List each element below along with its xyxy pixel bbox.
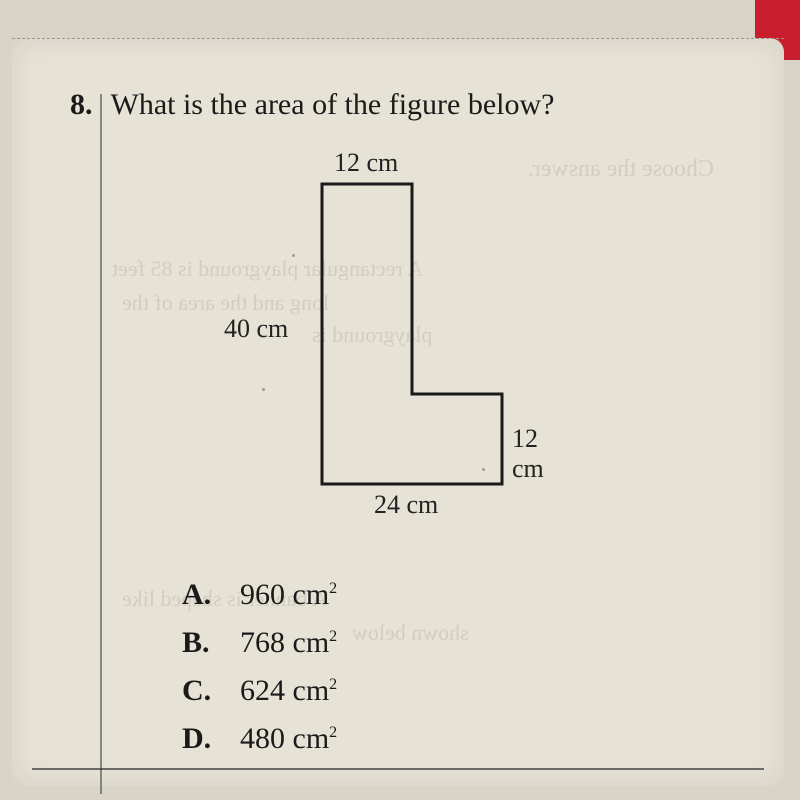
bottom-divider <box>32 768 764 770</box>
question-number: 8. <box>70 88 93 122</box>
dim-top: 12 cm <box>334 148 398 178</box>
answer-value: 480 cm2 <box>240 722 337 756</box>
top-divider <box>12 38 784 39</box>
answer-choice: D. 480 cm2 <box>182 722 337 756</box>
answer-choice: A. 960 cm2 <box>182 578 337 612</box>
l-shape-figure: 12 cm 40 cm 12 cm 24 cm <box>312 184 572 504</box>
question-margin-rule <box>100 94 102 794</box>
dim-right: 12 cm <box>512 424 572 484</box>
answer-letter: B. <box>182 626 218 660</box>
bleed-text: long and the area of the <box>122 290 329 316</box>
print-speck <box>262 388 265 391</box>
answer-choice: B. 768 cm2 <box>182 626 337 660</box>
question-text: What is the area of the figure below? <box>111 88 555 122</box>
l-shape-path <box>322 184 502 484</box>
answer-value: 960 cm2 <box>240 578 337 612</box>
dim-left: 40 cm <box>224 314 288 344</box>
print-speck <box>292 254 295 257</box>
answer-choice: C. 624 cm2 <box>182 674 337 708</box>
answer-value: 768 cm2 <box>240 626 337 660</box>
dim-bottom: 24 cm <box>374 490 438 520</box>
bleed-text: Choose the answer. <box>528 156 714 183</box>
answer-letter: D. <box>182 722 218 756</box>
answer-choices: A. 960 cm2 B. 768 cm2 C. 624 cm2 D. 480 … <box>182 578 337 770</box>
answer-value: 624 cm2 <box>240 674 337 708</box>
bleed-text: shown below <box>352 620 469 646</box>
question: 8. What is the area of the figure below? <box>70 88 554 122</box>
print-speck <box>482 468 485 471</box>
answer-letter: A. <box>182 578 218 612</box>
answer-letter: C. <box>182 674 218 708</box>
worksheet-page: Choose the answer. A rectangular playgro… <box>12 38 784 786</box>
